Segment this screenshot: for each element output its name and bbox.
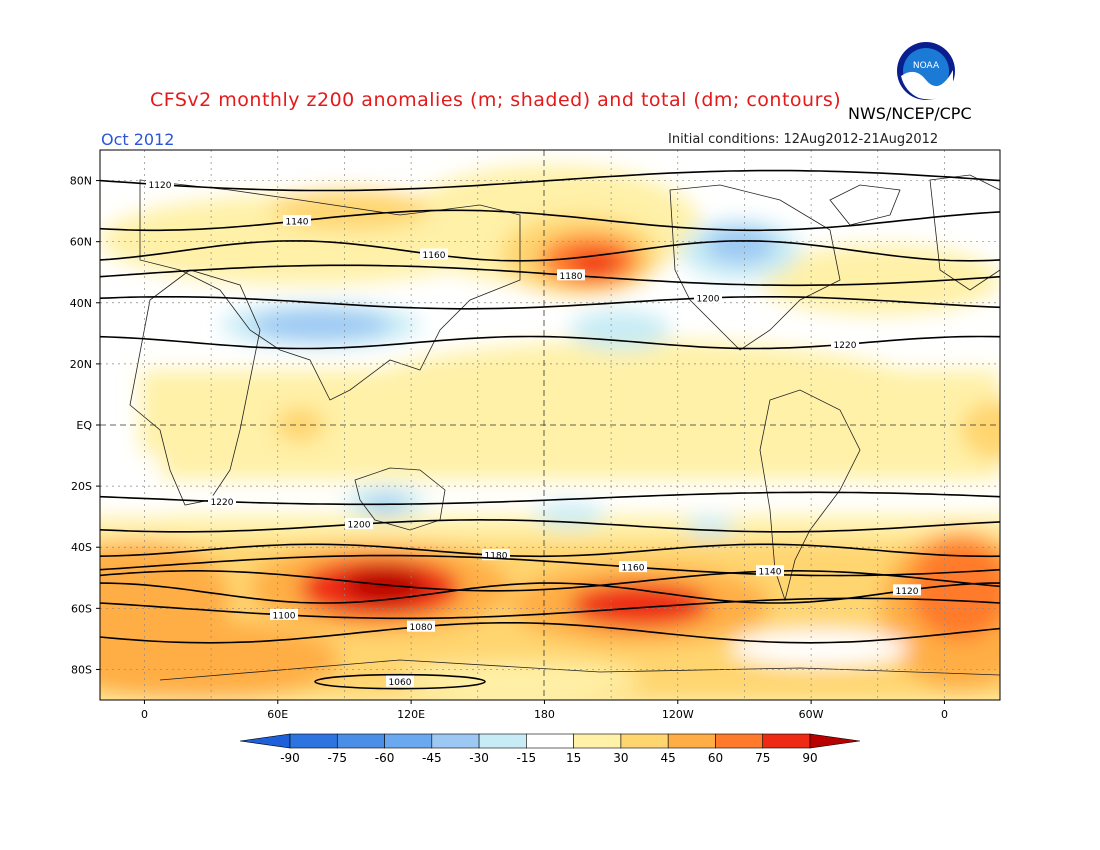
contour-line [100, 570, 1000, 592]
contour-label-bg [619, 561, 647, 573]
lat-tick-label: 20N [70, 358, 92, 371]
contour-label: 1120 [896, 587, 919, 597]
colorbar-label: 45 [661, 751, 676, 765]
contour-line [100, 240, 1000, 262]
lat-tick-label: 60S [71, 602, 92, 615]
contour-label: 1120 [149, 181, 172, 191]
colorbar-arrow-right [809, 733, 861, 749]
month-label: Oct 2012 [101, 130, 175, 149]
colorbar-segment [478, 733, 527, 749]
latitude-axis: 80N 60N 40N 20N EQ 20S 40S 60S 80S [70, 175, 100, 676]
contour-line [100, 264, 1000, 287]
contour-label-bg [756, 565, 784, 577]
lat-tick-label: 60N [70, 236, 92, 249]
longitude-axis: 0 60E 120E 180 120W 60W 0 [141, 700, 948, 721]
colorbar-label: -15 [517, 751, 537, 765]
contour-line [100, 554, 1000, 577]
contour-label-bg [283, 215, 311, 227]
lat-tick-label: EQ [76, 419, 92, 432]
map-area: 1120 1140 1160 1180 1200 1220 1220 1200 1180 1160… [100, 150, 1000, 700]
colorbar-label: 75 [755, 751, 770, 765]
contour-label-bg [893, 584, 921, 596]
colorbar: -90 -75 -60 -45 -30 -15 15 30 45 60 75 90 [239, 733, 861, 765]
colorbar-label: -45 [422, 751, 442, 765]
colorbar-label: 90 [802, 751, 817, 765]
contour-label-bg [482, 549, 510, 561]
colorbar-segment [667, 733, 716, 749]
lat-tick-label: 40N [70, 297, 92, 310]
contour-line [100, 622, 1000, 644]
colorbar-segment [715, 733, 764, 749]
contour-label: 1160 [622, 564, 645, 574]
colorbar-segment [336, 733, 385, 749]
contour-label-bg [386, 675, 414, 687]
contour-label-bg [345, 518, 373, 530]
height-contours: 1120 1140 1160 1180 1200 1220 1220 1200 1180 1160… [100, 169, 1000, 690]
contour-label: 1140 [286, 218, 309, 228]
logo-text: NOAA [913, 61, 940, 71]
lon-tick-label: 120E [397, 708, 425, 721]
contour-label-bg [146, 178, 174, 190]
contour-label-bg [557, 269, 585, 281]
colorbar-segment [289, 733, 338, 749]
contour-label-bg [407, 620, 435, 632]
colorbar-segment [431, 733, 480, 749]
contour-label-bg [270, 608, 298, 620]
chart-title: CFSv2 monthly z200 anomalies (m; shaded)… [150, 89, 842, 111]
initial-conditions-label: Initial conditions: 12Aug2012-21Aug2012 [668, 132, 939, 147]
anomaly-shading [100, 165, 1000, 700]
lat-tick-label: 20S [71, 480, 92, 493]
contour-label: 1200 [348, 521, 371, 531]
contour-label-bg [694, 291, 722, 303]
lat-tick-label: 80S [71, 663, 92, 676]
lon-tick-label: 60E [267, 708, 288, 721]
contour-label: 1220 [211, 498, 234, 508]
contour-line [100, 491, 1000, 506]
contour-label-bg [831, 338, 859, 350]
lon-tick-label: 0 [141, 708, 148, 721]
colorbar-segment [526, 733, 574, 749]
colorbar-arrow-left [239, 733, 291, 749]
colorbar-label: 30 [613, 751, 628, 765]
colorbar-segment [620, 733, 669, 749]
colorbar-label: 60 [708, 751, 723, 765]
contour-label: 1220 [834, 341, 857, 351]
lat-tick-label: 80N [70, 175, 92, 188]
colorbar-label: -60 [375, 751, 395, 765]
colorbar-segment [384, 733, 433, 749]
contour-label: 1100 [273, 611, 296, 621]
lon-tick-label: 180 [534, 708, 555, 721]
colorbar-label: 15 [566, 751, 581, 765]
lat-tick-label: 40S [71, 541, 92, 554]
colorbar-label: -75 [327, 751, 347, 765]
contour-label-bg [420, 248, 448, 260]
org-label: NWS/NCEP/CPC [848, 104, 972, 123]
contour-line [100, 296, 1000, 310]
contour-label: 1180 [485, 552, 508, 562]
contour-label-bg [208, 495, 236, 507]
contour-line [100, 582, 1000, 604]
contour-label: 1160 [423, 251, 446, 261]
noaa-logo: NOAA [897, 42, 955, 100]
contour-line [100, 209, 1000, 232]
contour-label: 1080 [410, 623, 433, 633]
contour-line [100, 169, 1000, 192]
contour-line [314, 673, 486, 690]
colorbar-segment [762, 733, 811, 749]
lon-tick-label: 60W [799, 708, 824, 721]
colorbar-label: -30 [469, 751, 489, 765]
contour-label: 1200 [697, 294, 720, 304]
contour-label: 1180 [560, 272, 583, 282]
contour-line [100, 518, 1000, 533]
lon-tick-label: 0 [941, 708, 948, 721]
contour-line [100, 543, 1000, 558]
lon-tick-label: 120W [662, 708, 694, 721]
contour-label: 1060 [389, 678, 412, 688]
colorbar-label: -90 [280, 751, 300, 765]
contour-label: 1140 [759, 568, 782, 578]
colorbar-segment [573, 733, 622, 749]
contour-line [100, 597, 1000, 620]
